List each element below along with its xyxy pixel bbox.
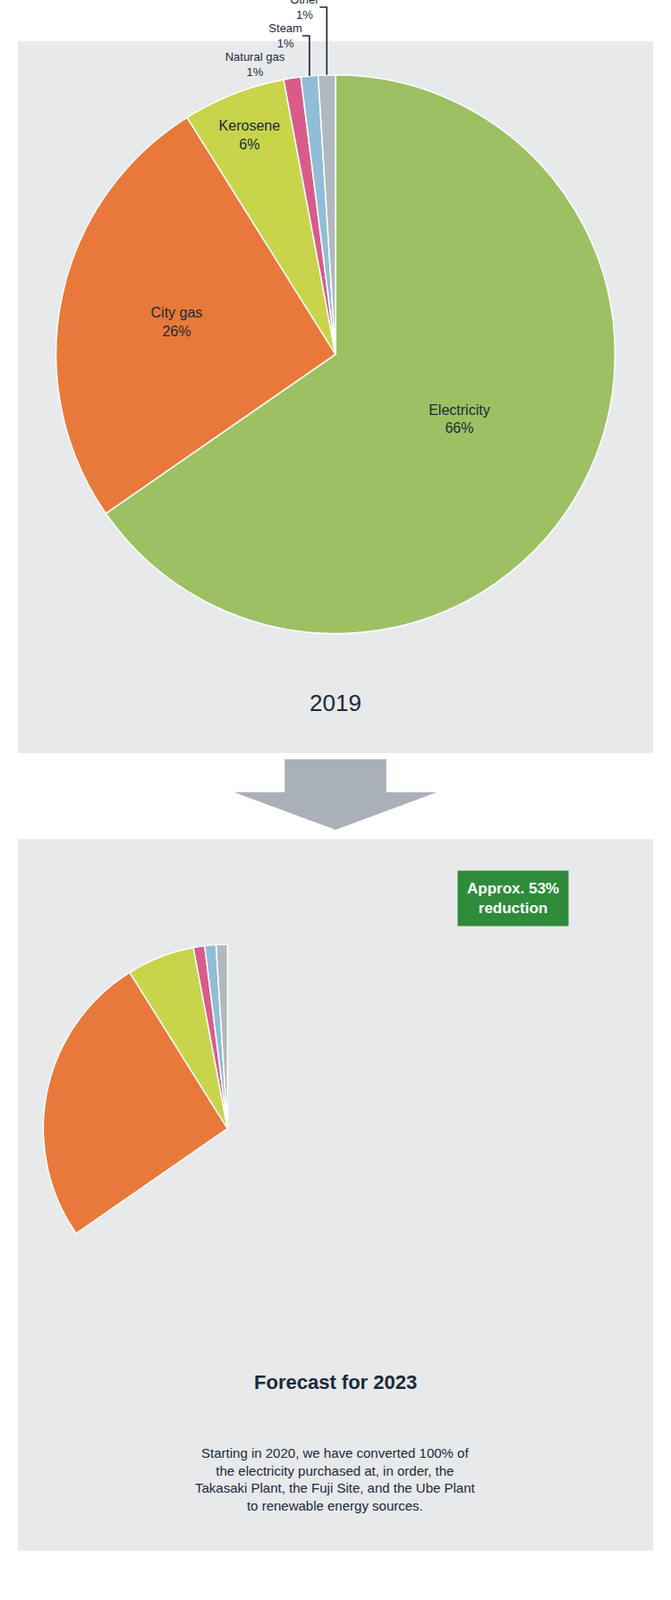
svg-text:Other1%: Other1% [289, 0, 320, 22]
svg-text:2019: 2019 [309, 689, 362, 717]
svg-text:Steam1%: Steam1% [268, 21, 303, 51]
svg-text:Forecast for 2023: Forecast for 2023 [254, 1371, 417, 1394]
svg-text:Kerosene6%: Kerosene6% [219, 118, 281, 153]
svg-text:Electricity66%: Electricity66% [428, 402, 490, 437]
svg-text:Starting in 2020, we have conv: Starting in 2020, we have converted 100%… [195, 1445, 476, 1514]
svg-text:City gas26%: City gas26% [151, 305, 204, 340]
svg-text:Approx. 53%reduction: Approx. 53%reduction [467, 880, 560, 918]
svg-text:Natural gas1%: Natural gas1% [225, 50, 286, 79]
